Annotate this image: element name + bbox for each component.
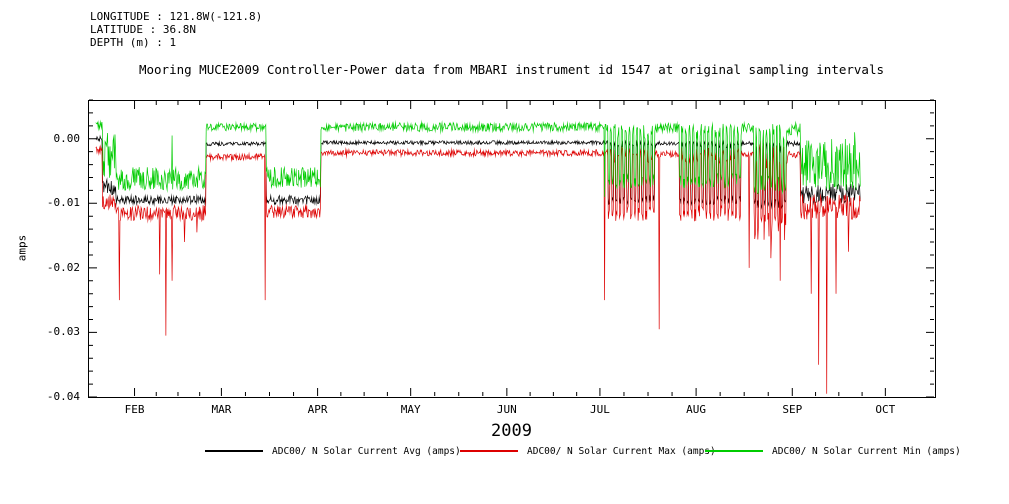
avg-line-swatch <box>205 450 263 452</box>
metadata-block: LONGITUDE : 121.8W(-121.8) LATITUDE : 36… <box>90 10 262 49</box>
legend-item-min: ADC00/ N Solar Current Min (amps) <box>705 444 961 458</box>
latitude-label: LATITUDE : 36.8N <box>90 23 196 36</box>
chart-title: Mooring MUCE2009 Controller-Power data f… <box>138 62 885 77</box>
longitude-label: LONGITUDE : 121.8W(-121.8) <box>90 10 263 23</box>
x-tick-aug: AUG <box>686 403 707 416</box>
y-tick-label-1: -0.01 <box>46 196 80 210</box>
y-tick-label-3: -0.03 <box>46 325 80 339</box>
legend-item-max: ADC00/ N Solar Current Max (amps) <box>460 444 716 458</box>
min-line-swatch <box>705 450 763 452</box>
depth-label: DEPTH (m) : 1 <box>90 36 177 49</box>
y-tick-label-4: -0.04 <box>46 390 80 403</box>
x-tick-sep: SEP <box>782 403 803 416</box>
x-axis-year-label: 2009 <box>491 421 532 441</box>
legend-item-avg: ADC00/ N Solar Current Avg (amps) <box>205 444 461 458</box>
x-tick-oct: OCT <box>875 403 896 416</box>
x-tick-mar: MAR <box>211 403 232 416</box>
x-tick-jul: JUL <box>589 403 610 416</box>
y-axis-label: amps <box>15 234 29 262</box>
legend-label-min: ADC00/ N Solar Current Min (amps) <box>772 445 961 457</box>
y-tick-label-0: 0.00 <box>53 131 81 145</box>
x-tick-feb: FEB <box>124 403 145 416</box>
y-tick-label-2: -0.02 <box>46 260 80 274</box>
legend-label-avg: ADC00/ N Solar Current Avg (amps) <box>272 445 461 457</box>
x-tick-apr: APR <box>307 403 328 416</box>
x-tick-jun: JUN <box>496 403 517 416</box>
max-line-swatch <box>460 450 518 452</box>
x-tick-may: MAY <box>400 403 421 416</box>
legend-label-max: ADC00/ N Solar Current Max (amps) <box>527 445 716 457</box>
